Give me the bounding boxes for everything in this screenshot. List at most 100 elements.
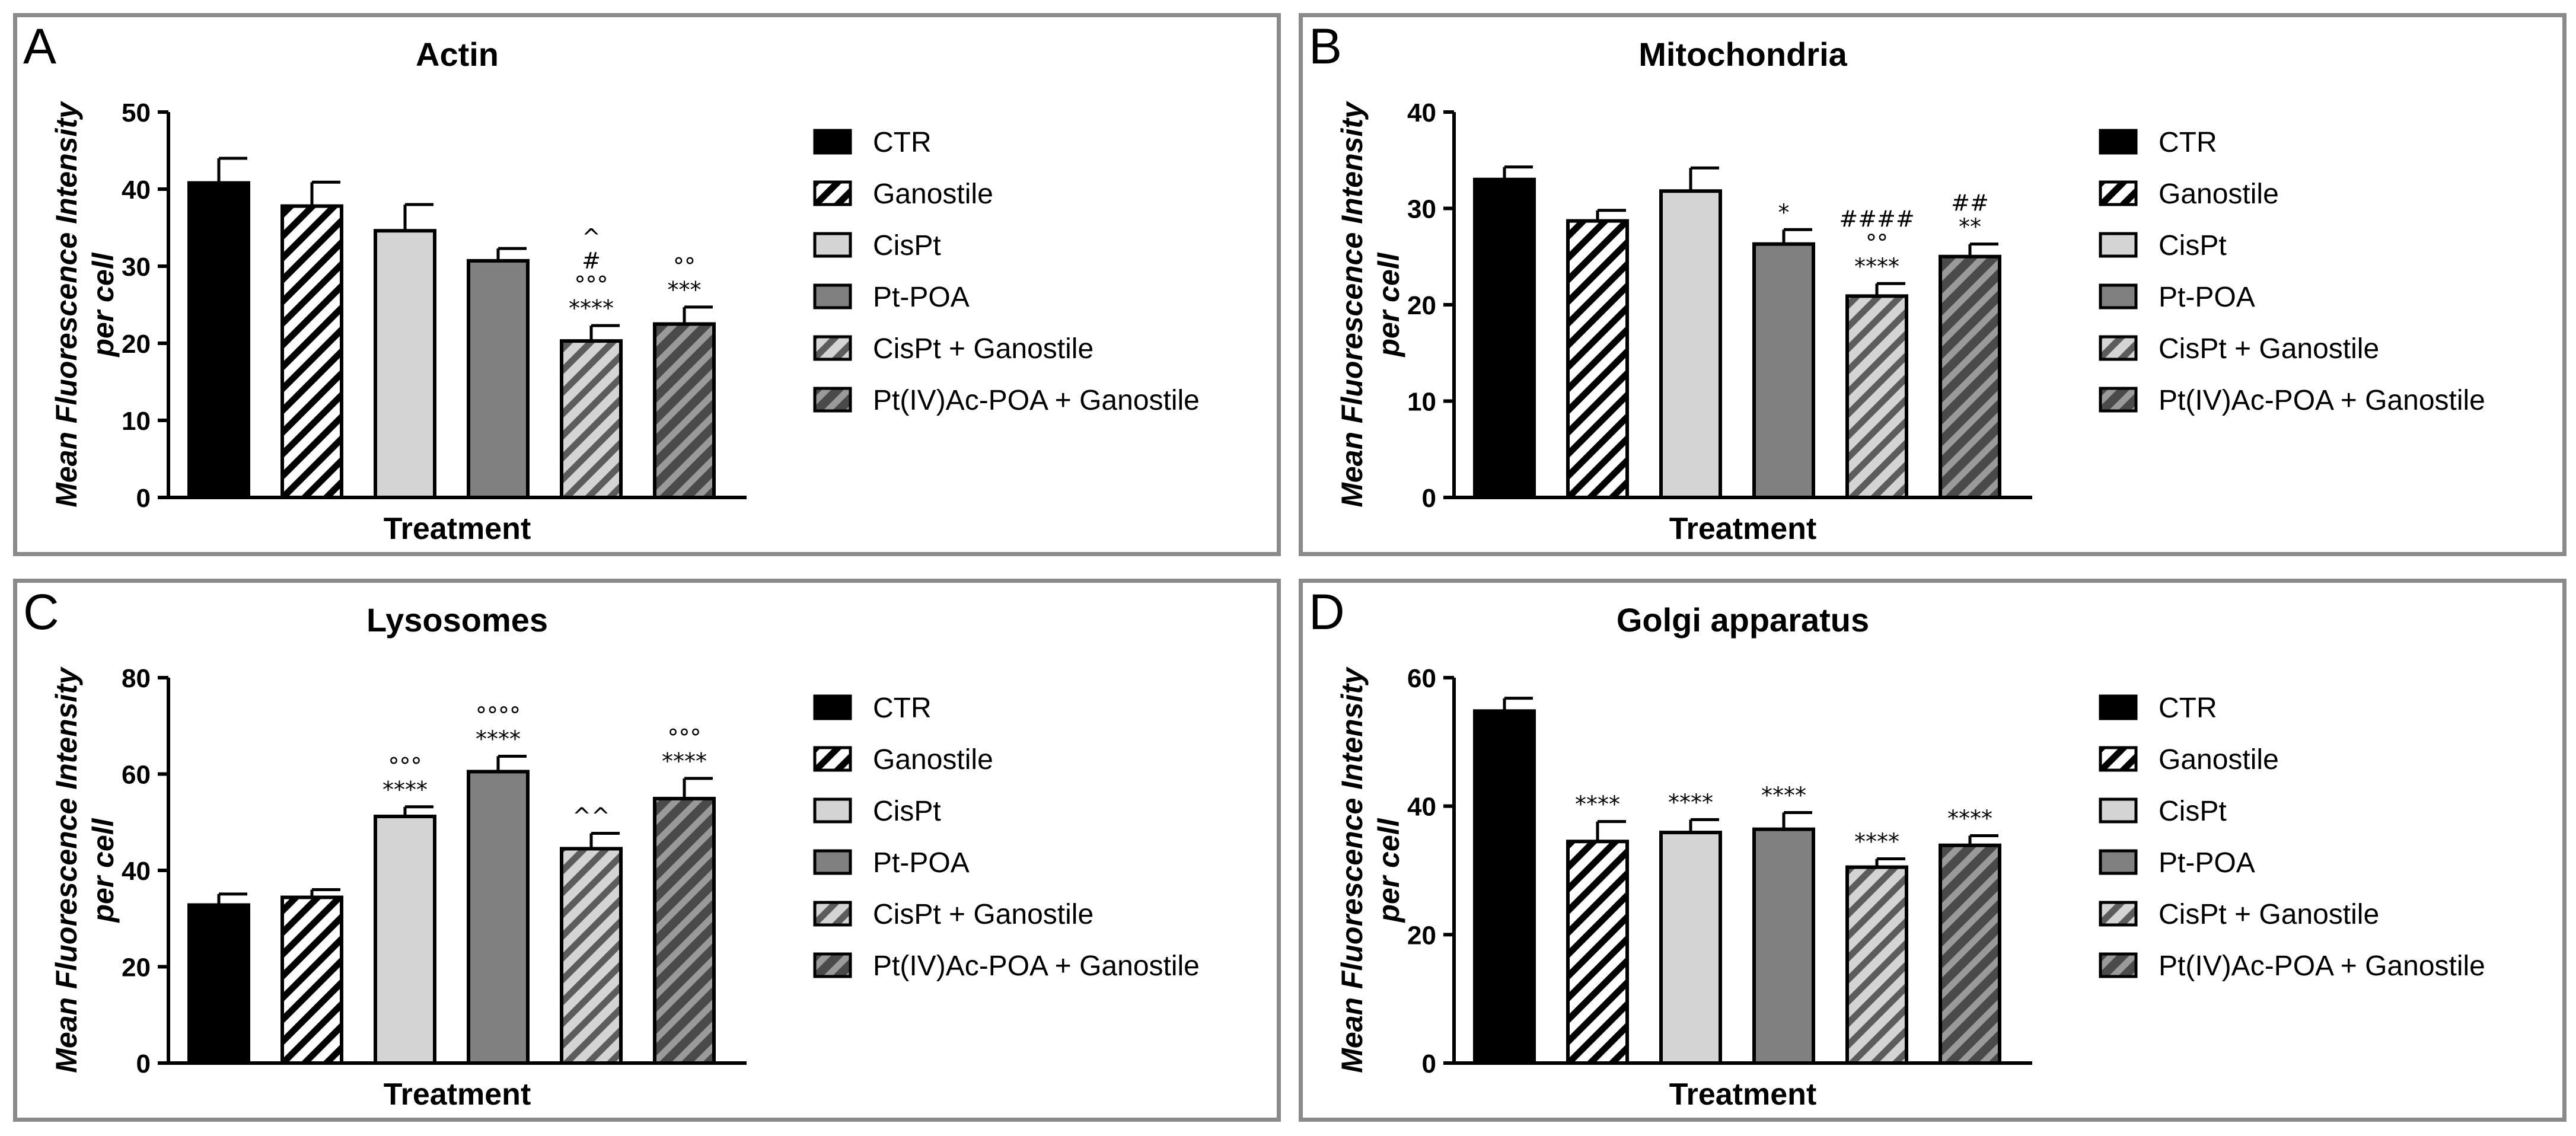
x-axis-label: Treatment [1669,512,1817,546]
y-tick-label: 50 [122,98,151,127]
bar-ctr [187,903,250,1065]
significance-annotation: **** [662,748,707,774]
y-tick-label: 20 [122,330,151,359]
bar-cispt-ganostile [1845,294,1908,499]
y-tick-label: 40 [122,857,151,886]
bar-pt-iv-ac-poa-ganostile [1939,254,2001,499]
legend-label: Ganostile [2159,744,2279,776]
significance-annotation: **** [1854,253,1899,279]
legend-swatch-pt-poa [2099,849,2138,875]
y-axis-label-line: per cell [1372,252,1405,358]
significance-annotation: **** [569,295,614,321]
y-tick-label: 0 [136,484,151,513]
significance-annotation: *** [668,277,702,303]
bar-cispt-ganostile [560,847,623,1065]
y-axis-label: Mean Fluorescence Intensity per cell [50,101,120,508]
chart-panel-mitochondria: B Mitochondria Mean Fluorescence Intensity… [1299,13,2567,556]
y-axis-label: Mean Fluorescence Intensity per cell [1335,101,1405,508]
bar-ctr [1473,177,1536,499]
bar-ganostile [280,895,343,1065]
y-tick-label: 40 [122,175,151,205]
legend-swatch-ganostile [813,180,852,206]
legend-swatch-cispt [2099,797,2138,824]
legend-swatch-pt-iv-ac-poa-ganostile [813,387,852,413]
chart-panel-lysosomes: C Lysosomes Mean Fluorescence Intensity per… [13,579,1281,1122]
bar-pt-iv-ac-poa-ganostile [653,322,716,499]
legend-swatch-ganostile [2099,746,2138,772]
legend-label: CisPt + Ganostile [873,333,1093,365]
legend-label: Ganostile [2159,178,2279,210]
significance-annotation: **** [382,777,428,803]
legend-label: Pt-POA [873,847,970,879]
significance-annotation: **** [1947,806,1992,832]
legend-swatch-cispt-ganostile [2099,335,2138,361]
y-tick-label: 40 [1407,98,1436,127]
panel-label: C [23,584,59,640]
legend-swatch-pt-poa [813,283,852,309]
legend-label: CTR [873,693,932,724]
legend-label: CisPt + Ganostile [873,899,1093,930]
y-axis-label: Mean Fluorescence Intensity per cell [50,666,120,1073]
legend-swatch-cispt [813,232,852,258]
y-tick-label: 30 [1407,195,1436,224]
y-axis-label-line: Mean Fluorescence Intensity [50,101,83,508]
legend-label: CisPt [873,796,941,827]
legend-swatch-ctr [2099,129,2138,155]
bar-cispt [1659,831,1722,1065]
y-axis-label-line: per cell [87,818,120,923]
legend-label: CisPt + Ganostile [2159,899,2379,930]
bar-pt-poa [1752,242,1815,499]
significance-annotation: °°° [575,272,608,298]
legend-label: Pt-POA [2159,847,2255,879]
legend-label: CisPt + Ganostile [2159,333,2379,365]
y-tick-label: 20 [1407,921,1436,950]
bar-cispt-ganostile [1845,865,1908,1065]
legend-swatch-pt-iv-ac-poa-ganostile [2099,952,2138,978]
legend-swatch-cispt-ganostile [813,901,852,927]
x-axis-label: Treatment [384,512,531,546]
chart-title: Mitochondria [1638,36,1847,73]
bar-cispt [374,229,436,499]
legend-swatch-cispt [813,797,852,824]
y-axis-label-line: per cell [87,252,120,358]
significance-annotation: °° [1866,229,1888,256]
legend-label: Ganostile [873,744,993,776]
chart-panel-actin: A Actin Mean Fluorescence Intensity per cel… [13,13,1281,556]
y-tick-label: 0 [1422,484,1436,513]
significance-annotation: **** [476,726,521,752]
bar-cispt [374,815,436,1065]
y-tick-label: 10 [122,407,151,436]
y-axis-label-line: per cell [1372,818,1405,923]
panel-label: D [1309,584,1345,640]
x-axis-label: Treatment [1669,1077,1817,1112]
legend-label: CTR [873,127,932,158]
legend-swatch-pt-poa [813,849,852,875]
legend-label: Pt(IV)Ac-POA + Ganostile [2159,950,2485,982]
y-tick-label: 0 [136,1049,151,1078]
y-tick-label: 60 [122,761,151,790]
legend-label: CTR [2159,127,2217,158]
significance-annotation: °°°° [476,702,521,728]
legend-swatch-cispt-ganostile [813,335,852,361]
significance-annotation: ^^ [572,803,610,829]
significance-annotation: °°° [388,753,422,779]
significance-annotation: ** [1959,214,1981,240]
significance-annotation: °°° [668,725,702,751]
legend-swatch-ganostile [813,746,852,772]
legend-swatch-pt-poa [2099,283,2138,309]
bar-ganostile [280,204,343,499]
x-axis-label: Treatment [384,1077,531,1112]
legend-swatch-ctr [813,129,852,155]
bar-pt-iv-ac-poa-ganostile [1939,843,2001,1065]
y-tick-label: 20 [1407,291,1436,320]
y-axis-label-line: Mean Fluorescence Intensity [1335,666,1369,1073]
y-tick-label: 80 [122,664,151,693]
legend-label: CisPt [2159,230,2227,261]
legend-swatch-ctr [813,694,852,720]
bar-pt-poa [467,770,530,1065]
chart-title: Golgi apparatus [1617,601,1869,639]
legend-label: Pt(IV)Ac-POA + Ganostile [2159,385,2485,416]
bar-pt-poa [467,259,530,499]
significance-annotation: **** [1854,829,1899,855]
legend-swatch-pt-iv-ac-poa-ganostile [813,952,852,978]
